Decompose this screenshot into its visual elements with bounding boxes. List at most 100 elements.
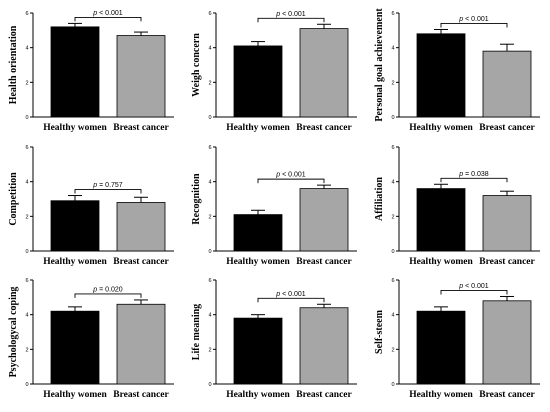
x-tick-label: Healthy women	[43, 123, 107, 133]
y-tick-label: 0	[25, 249, 28, 255]
y-tick-label: 2	[25, 214, 28, 220]
y-tick-label: 2	[391, 347, 394, 353]
y-tick-label: 2	[391, 80, 394, 86]
x-tick-label: Healthy women	[409, 390, 473, 400]
x-tick-label: Healthy women	[226, 123, 290, 133]
y-tick-label: 6	[391, 11, 394, 17]
x-tick-label: Healthy women	[226, 257, 290, 267]
y-tick-label: 2	[25, 80, 28, 86]
y-tick-label: 6	[391, 278, 394, 284]
p-value-label: p < 0.001	[275, 291, 306, 298]
y-tick-label: 4	[25, 313, 28, 319]
y-tick-label: 4	[208, 46, 211, 52]
y-tick-label: 2	[208, 80, 211, 86]
chart-panel: 0 2 4 6 Weigh concern Healthy women Breast can…	[191, 11, 357, 133]
bar	[416, 33, 466, 118]
x-tick-label: Breast cancer	[479, 123, 535, 133]
bar	[482, 50, 532, 118]
y-tick-label: 0	[208, 382, 211, 388]
y-tick-label: 4	[391, 313, 394, 319]
significance-bracket	[74, 293, 142, 298]
y-tick-label: 6	[25, 145, 28, 151]
p-value-label: p = 0.020	[92, 286, 123, 293]
chart-panel: 0 2 4 6 Self-steem Healthy women Breast cancer…	[374, 278, 540, 400]
y-tick-label: 2	[208, 214, 211, 220]
p-value-label: p < 0.001	[458, 16, 489, 23]
y-tick-label: 2	[391, 214, 394, 220]
y-tick-label: 6	[208, 278, 211, 284]
p-value-label: p = 0.038	[458, 171, 489, 178]
y-axis-label: Health orientation	[8, 25, 19, 104]
x-tick-label: Breast cancer	[296, 390, 352, 400]
bar	[233, 45, 283, 118]
bar	[299, 28, 349, 118]
chart-panel: 0 2 4 6 Recognition Healthy women Breast cance…	[191, 145, 357, 267]
bar	[416, 310, 466, 385]
significance-bracket	[74, 189, 142, 194]
x-tick-label: Breast cancer	[113, 123, 169, 133]
y-tick-label: 6	[208, 145, 211, 151]
p-value-label: p < 0.001	[458, 283, 489, 290]
bar	[116, 303, 166, 385]
p-value-label: p = 0.757	[92, 182, 123, 189]
x-tick-label: Healthy women	[43, 390, 107, 400]
x-tick-label: Breast cancer	[296, 123, 352, 133]
significance-bracket	[440, 290, 508, 295]
bar	[50, 26, 100, 118]
y-tick-label: 0	[208, 249, 211, 255]
x-tick-label: Healthy women	[43, 257, 107, 267]
significance-bracket	[257, 17, 325, 23]
chart-panel: 0 2 4 6 Psychologycal coping Healthy women Bre…	[8, 278, 174, 400]
chart-panel: 0 2 4 6 Life meaning Healthy women Breast canc…	[191, 278, 357, 400]
x-tick-label: Healthy women	[409, 257, 473, 267]
chart-panel: 0 2 4 6 Health orientation Healthy women Breas…	[8, 10, 174, 133]
significance-bracket	[257, 297, 325, 303]
chart-panel: 0 2 4 6 Competition Healthy women Breast cance…	[8, 145, 174, 267]
bar	[299, 188, 349, 252]
y-tick-label: 0	[25, 115, 28, 121]
x-tick-label: Healthy women	[226, 390, 290, 400]
y-tick-label: 0	[208, 115, 211, 121]
y-tick-label: 4	[208, 180, 211, 186]
p-value-label: p < 0.001	[275, 172, 306, 179]
bar	[50, 200, 100, 252]
y-tick-label: 6	[25, 11, 28, 17]
p-value-label: p < 0.001	[275, 11, 306, 18]
bar	[233, 214, 283, 252]
y-axis-label: Personal goal achievement	[374, 8, 385, 122]
x-tick-label: Breast cancer	[113, 257, 169, 267]
chart-panel: 0 2 4 6 Affiliation Healthy women Breast cance…	[374, 145, 540, 267]
bar	[50, 310, 100, 385]
y-tick-label: 2	[208, 347, 211, 353]
bar	[482, 300, 532, 385]
y-tick-label: 4	[208, 313, 211, 319]
x-tick-label: Healthy women	[409, 123, 473, 133]
y-axis-label: Competition	[8, 172, 19, 226]
y-tick-label: 0	[25, 382, 28, 388]
y-tick-label: 0	[391, 382, 394, 388]
bar	[299, 307, 349, 385]
y-axis-label: Life meaning	[191, 304, 202, 360]
bar	[116, 202, 166, 252]
bar	[416, 188, 466, 252]
y-axis-label: Psychologycal coping	[8, 287, 19, 378]
bar	[482, 195, 532, 252]
y-tick-label: 4	[391, 180, 394, 186]
significance-bracket	[440, 23, 508, 28]
y-tick-label: 4	[25, 46, 28, 52]
x-tick-label: Breast cancer	[296, 257, 352, 267]
y-axis-label: Affiliation	[374, 177, 385, 221]
y-tick-label: 6	[391, 145, 394, 151]
chart-panel: 0 2 4 6 Personal goal achievement Healthy wom…	[374, 8, 540, 133]
bar	[116, 35, 166, 118]
bar	[233, 317, 283, 385]
significance-bracket	[257, 178, 325, 184]
y-tick-label: 6	[25, 278, 28, 284]
significance-bracket	[74, 16, 142, 22]
y-tick-label: 0	[391, 115, 394, 121]
y-tick-label: 6	[208, 11, 211, 17]
x-tick-label: Breast cancer	[479, 390, 535, 400]
y-axis-label: Recognition	[191, 173, 202, 225]
